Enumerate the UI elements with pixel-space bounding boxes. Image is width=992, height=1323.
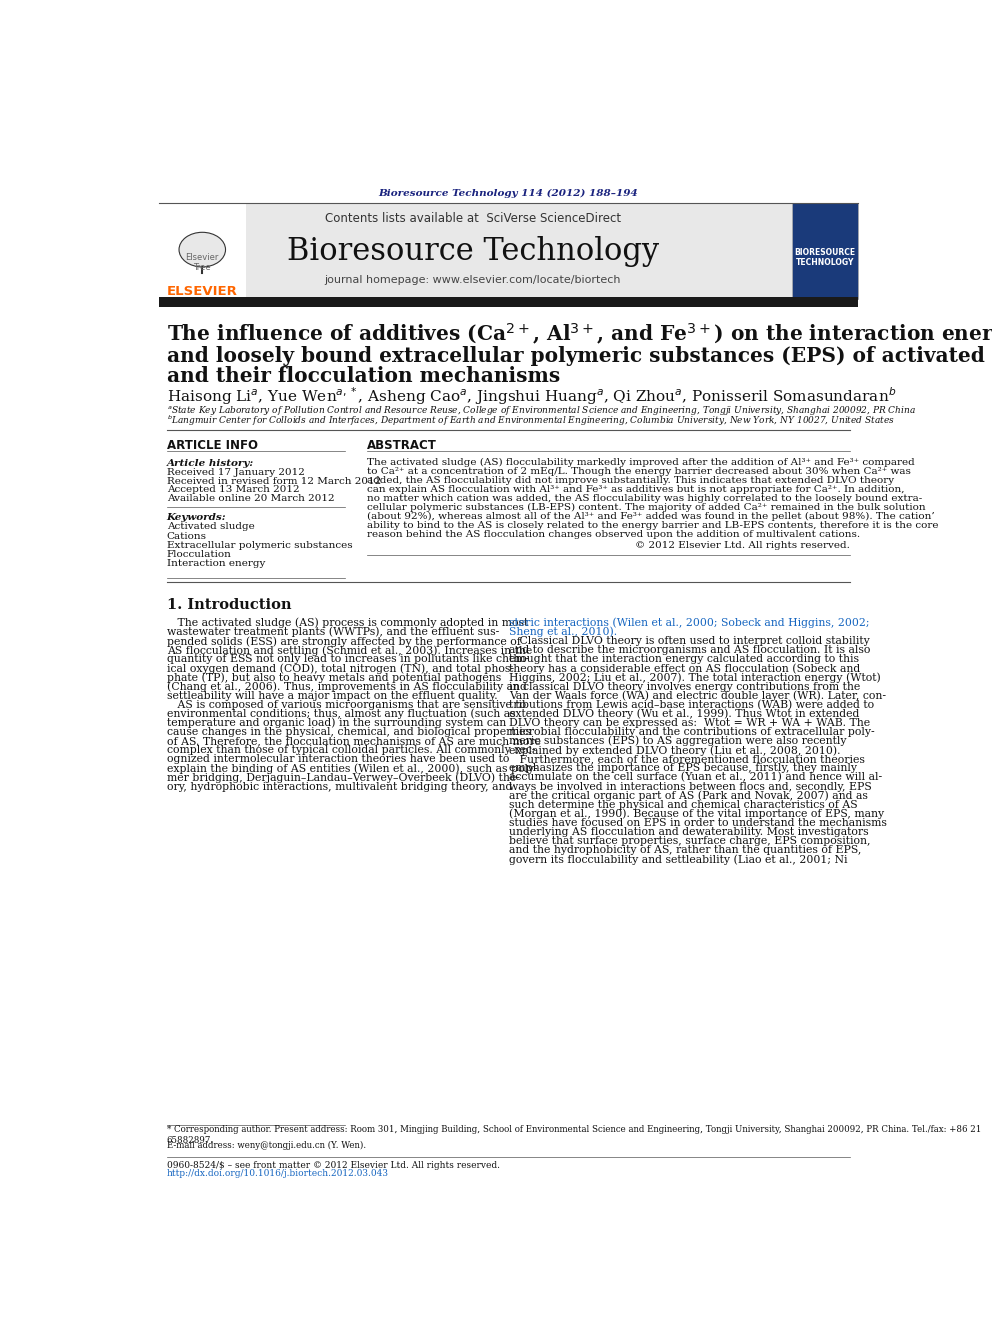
Text: and their flocculation mechanisms: and their flocculation mechanisms (167, 366, 559, 386)
Text: Van der Waals force (WA) and electric double layer (WR). Later, con-: Van der Waals force (WA) and electric do… (509, 691, 886, 701)
Text: ARTICLE INFO: ARTICLE INFO (167, 439, 258, 451)
Text: settleability will have a major impact on the effluent quality.: settleability will have a major impact o… (167, 691, 497, 701)
Text: can explain AS flocculation with Al³⁺ and Fe³⁺ as additives but is not appropria: can explain AS flocculation with Al³⁺ an… (367, 486, 904, 493)
Text: to Ca²⁺ at a concentration of 2 mEq/L. Though the energy barrier decreased about: to Ca²⁺ at a concentration of 2 mEq/L. T… (367, 467, 911, 476)
Text: Higgins, 2002; Liu et al., 2007). The total interaction energy (Wtot): Higgins, 2002; Liu et al., 2007). The to… (509, 672, 881, 683)
Text: Flocculation: Flocculation (167, 550, 231, 560)
Text: theory has a considerable effect on AS flocculation (Sobeck and: theory has a considerable effect on AS f… (509, 663, 860, 673)
Text: of AS. Therefore, the flocculation mechanisms of AS are much more: of AS. Therefore, the flocculation mecha… (167, 736, 541, 746)
Text: ognized intermolecular interaction theories have been used to: ognized intermolecular interaction theor… (167, 754, 509, 765)
Text: Haisong Li$^a$, Yue Wen$^{a,*}$, Asheng Cao$^a$, Jingshui Huang$^a$, Qi Zhou$^a$: Haisong Li$^a$, Yue Wen$^{a,*}$, Asheng … (167, 385, 896, 406)
Text: believe that surface properties, surface charge, EPS composition,: believe that surface properties, surface… (509, 836, 871, 847)
Text: Sheng et al., 2010).: Sheng et al., 2010). (509, 627, 617, 638)
Text: no matter which cation was added, the AS flocculability was highly correlated to: no matter which cation was added, the AS… (367, 493, 922, 503)
Text: Received in revised form 12 March 2012: Received in revised form 12 March 2012 (167, 476, 381, 486)
Text: cause changes in the physical, chemical, and biological properties: cause changes in the physical, chemical,… (167, 728, 531, 737)
Text: Article history:: Article history: (167, 459, 254, 468)
Text: Interaction energy: Interaction energy (167, 560, 265, 569)
Text: pended solids (ESS) are strongly affected by the performance of: pended solids (ESS) are strongly affecte… (167, 636, 521, 647)
Text: phate (TP), but also to heavy metals and potential pathogens: phate (TP), but also to heavy metals and… (167, 672, 501, 683)
Text: * Corresponding author. Present address: Room 301, Mingjing Building, School of : * Corresponding author. Present address:… (167, 1126, 981, 1144)
Text: and the hydrophobicity of AS, rather than the quantities of EPS,: and the hydrophobicity of AS, rather tha… (509, 845, 861, 855)
Text: Classical DLVO theory is often used to interpret colloid stability: Classical DLVO theory is often used to i… (509, 636, 870, 646)
Text: accumulate on the cell surface (Yuan et al., 2011) and hence will al-: accumulate on the cell surface (Yuan et … (509, 773, 882, 783)
Text: Bioresource Technology: Bioresource Technology (287, 235, 659, 267)
Text: complex than those of typical colloidal particles. All commonly rec-: complex than those of typical colloidal … (167, 745, 535, 755)
Text: extended DLVO theory (Wu et al., 1999). Thus Wtot in extended: extended DLVO theory (Wu et al., 1999). … (509, 709, 859, 720)
Text: Elsevier
Tree: Elsevier Tree (186, 253, 219, 273)
FancyBboxPatch shape (792, 204, 858, 299)
Text: and loosely bound extracellular polymeric substances (EPS) of activated sludge: and loosely bound extracellular polymeri… (167, 345, 992, 366)
Text: E-mail address: weny@tongji.edu.cn (Y. Wen).: E-mail address: weny@tongji.edu.cn (Y. W… (167, 1140, 366, 1150)
Ellipse shape (179, 233, 225, 267)
Text: Activated sludge: Activated sludge (167, 523, 254, 532)
Text: in classical DLVO theory involves energy contributions from the: in classical DLVO theory involves energy… (509, 681, 860, 692)
Text: Extracellular polymeric substances: Extracellular polymeric substances (167, 541, 352, 550)
Text: The influence of additives (Ca$^{2+}$, Al$^{3+}$, and Fe$^{3+}$) on the interact: The influence of additives (Ca$^{2+}$, A… (167, 321, 992, 347)
Text: are the critical organic part of AS (Park and Novak, 2007) and as: are the critical organic part of AS (Par… (509, 790, 868, 800)
Text: 0960-8524/$ – see front matter © 2012 Elsevier Ltd. All rights reserved.: 0960-8524/$ – see front matter © 2012 El… (167, 1162, 500, 1171)
Text: © 2012 Elsevier Ltd. All rights reserved.: © 2012 Elsevier Ltd. All rights reserved… (635, 541, 850, 550)
Text: underlying AS flocculation and dewaterability. Most investigators: underlying AS flocculation and dewaterab… (509, 827, 869, 837)
Text: quantity of ESS not only lead to increases in pollutants like chem-: quantity of ESS not only lead to increas… (167, 655, 529, 664)
Text: ical oxygen demand (COD), total nitrogen (TN), and total phos-: ical oxygen demand (COD), total nitrogen… (167, 663, 514, 673)
FancyBboxPatch shape (159, 204, 792, 299)
Text: and to describe the microorganisms and AS flocculation. It is also: and to describe the microorganisms and A… (509, 646, 871, 655)
Text: ability to bind to the AS is closely related to the energy barrier and LB-EPS co: ability to bind to the AS is closely rel… (367, 521, 938, 531)
Text: ways be involved in interactions between flocs and, secondly, EPS: ways be involved in interactions between… (509, 782, 872, 791)
FancyBboxPatch shape (159, 204, 246, 299)
Text: explain the binding of AS entities (Wilen et al., 2000), such as poly-: explain the binding of AS entities (Wile… (167, 763, 538, 774)
Text: microbial flocculability and the contributions of extracellular poly-: microbial flocculability and the contrib… (509, 728, 875, 737)
Text: Keywords:: Keywords: (167, 513, 226, 523)
Text: wastewater treatment plants (WWTPs), and the effluent sus-: wastewater treatment plants (WWTPs), and… (167, 627, 499, 638)
Text: (Morgan et al., 1990). Because of the vital importance of EPS, many: (Morgan et al., 1990). Because of the vi… (509, 808, 884, 819)
Text: studies have focused on EPS in order to understand the mechanisms: studies have focused on EPS in order to … (509, 818, 887, 828)
Text: Bioresource Technology 114 (2012) 188–194: Bioresource Technology 114 (2012) 188–19… (379, 189, 638, 198)
Text: http://dx.doi.org/10.1016/j.biortech.2012.03.043: http://dx.doi.org/10.1016/j.biortech.201… (167, 1170, 389, 1177)
Text: govern its flocculability and settleability (Liao et al., 2001; Ni: govern its flocculability and settleabil… (509, 855, 848, 865)
Text: cellular polymeric substances (LB-EPS) content. The majority of added Ca²⁺ remai: cellular polymeric substances (LB-EPS) c… (367, 503, 926, 512)
Text: The activated sludge (AS) flocculability markedly improved after the addition of: The activated sludge (AS) flocculability… (367, 458, 915, 467)
Text: thought that the interaction energy calculated according to this: thought that the interaction energy calc… (509, 655, 859, 664)
Text: Furthermore, each of the aforementioned flocculation theories: Furthermore, each of the aforementioned … (509, 754, 865, 765)
Text: ELSEVIER: ELSEVIER (167, 284, 238, 298)
Text: journal homepage: www.elsevier.com/locate/biortech: journal homepage: www.elsevier.com/locat… (324, 275, 621, 286)
Text: added, the AS flocculability did not improve substantially. This indicates that : added, the AS flocculability did not imp… (367, 476, 894, 484)
Text: (Chang et al., 2006). Thus, improvements in AS flocculability and: (Chang et al., 2006). Thus, improvements… (167, 681, 527, 692)
Text: environmental conditions; thus, almost any fluctuation (such as: environmental conditions; thus, almost a… (167, 709, 515, 720)
Text: AS flocculation and settling (Schmid et al., 2003). Increases in the: AS flocculation and settling (Schmid et … (167, 646, 532, 656)
Text: emphasizes the importance of EPS because, firstly, they mainly: emphasizes the importance of EPS because… (509, 763, 857, 774)
Text: tributions from Lewis acid–base interactions (WAB) were added to: tributions from Lewis acid–base interact… (509, 700, 874, 710)
Text: such determine the physical and chemical characteristics of AS: such determine the physical and chemical… (509, 800, 858, 810)
Text: Accepted 13 March 2012: Accepted 13 March 2012 (167, 486, 300, 495)
Text: DLVO theory can be expressed as:  Wtot = WR + WA + WAB. The: DLVO theory can be expressed as: Wtot = … (509, 718, 870, 728)
Text: steric interactions (Wilen et al., 2000; Sobeck and Higgins, 2002;: steric interactions (Wilen et al., 2000;… (509, 618, 870, 628)
Text: mer bridging, Derjaguin–Landau–Verwey–Overbeek (DLVO) the-: mer bridging, Derjaguin–Landau–Verwey–Ov… (167, 773, 520, 783)
Text: (about 92%), whereas almost all of the Al³⁺ and Fe³⁺ added was found in the pell: (about 92%), whereas almost all of the A… (367, 512, 934, 521)
Text: Cations: Cations (167, 532, 206, 541)
Text: temperature and organic load) in the surrounding system can: temperature and organic load) in the sur… (167, 718, 506, 728)
Text: AS is composed of various microorganisms that are sensitive to: AS is composed of various microorganisms… (167, 700, 526, 710)
Text: ABSTRACT: ABSTRACT (367, 439, 436, 451)
Text: BIORESOURCE
TECHNOLOGY: BIORESOURCE TECHNOLOGY (794, 247, 855, 267)
Text: ory, hydrophobic interactions, multivalent bridging theory, and: ory, hydrophobic interactions, multivale… (167, 782, 512, 791)
Text: reason behind the AS flocculation changes observed upon the addition of multival: reason behind the AS flocculation change… (367, 531, 860, 540)
Text: 1. Introduction: 1. Introduction (167, 598, 291, 613)
Text: explained by extended DLVO theory (Liu et al., 2008, 2010).: explained by extended DLVO theory (Liu e… (509, 745, 840, 755)
FancyBboxPatch shape (159, 298, 858, 307)
Text: Received 17 January 2012: Received 17 January 2012 (167, 468, 305, 478)
Text: Contents lists available at  SciVerse ScienceDirect: Contents lists available at SciVerse Sci… (324, 212, 621, 225)
Text: $^b$Langmuir Center for Colloids and Interfaces, Department of Earth and Environ: $^b$Langmuir Center for Colloids and Int… (167, 413, 895, 427)
Text: $^a$State Key Laboratory of Pollution Control and Resource Reuse, College of Env: $^a$State Key Laboratory of Pollution Co… (167, 404, 916, 417)
Text: The activated sludge (AS) process is commonly adopted in most: The activated sludge (AS) process is com… (167, 618, 528, 628)
Text: Available online 20 March 2012: Available online 20 March 2012 (167, 493, 334, 503)
Text: meric substances (EPS) to AS aggregation were also recently: meric substances (EPS) to AS aggregation… (509, 736, 847, 746)
